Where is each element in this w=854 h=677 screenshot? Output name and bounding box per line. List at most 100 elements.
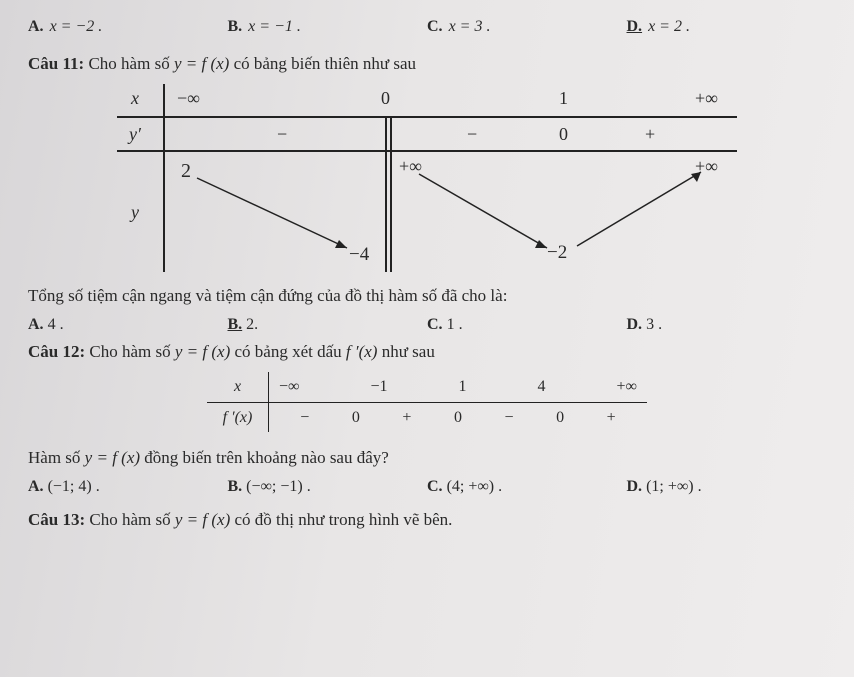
stable-sign: − xyxy=(300,409,309,427)
vtable-x-1: 1 xyxy=(559,88,568,109)
q12-sign-table: x −∞ −1 1 4 +∞ f ′(x) − 0 + 0 − 0 + xyxy=(207,372,647,432)
choice-text: x = 3 . xyxy=(449,18,491,35)
ans-letter: C. xyxy=(427,478,443,495)
choice-letter: C. xyxy=(427,18,443,35)
ans-text: 4 . xyxy=(48,316,64,333)
vtable-double-line-2 xyxy=(390,116,392,272)
ans-letter: C. xyxy=(427,316,443,333)
ans-text: 1 . xyxy=(447,316,463,333)
vtable-y-2: 2 xyxy=(181,160,191,183)
q10-choice-b: B. x = −1 . xyxy=(228,18,428,36)
ans-text: (1; +∞) . xyxy=(646,478,702,495)
vtable-x-posinf: +∞ xyxy=(695,88,718,109)
vtable-sign-1: − xyxy=(277,124,287,145)
choice-text: x = −1 . xyxy=(248,18,301,35)
vtable-arrow-1 xyxy=(195,176,355,259)
ans-text: (4; +∞) . xyxy=(447,478,503,495)
vtable-x-0: 0 xyxy=(381,88,390,109)
q11-ans-c: C.1 . xyxy=(427,316,627,334)
vtable-x-neginf: −∞ xyxy=(177,88,200,109)
q12-ans-b: B.(−∞; −1) . xyxy=(228,478,428,496)
q12-answers: A.(−1; 4) . B.(−∞; −1) . C.(4; +∞) . D.(… xyxy=(28,478,826,496)
q12-prompt: Câu 12: Cho hàm số y = f (x) có bảng xét… xyxy=(28,342,826,362)
q12-q-before: Hàm số xyxy=(28,448,85,467)
q13-label: Câu 13: xyxy=(28,510,85,529)
stable-xval: −∞ xyxy=(279,378,299,396)
vtable-yprime-label: y′ xyxy=(129,124,141,145)
stable-row-x: x −∞ −1 1 4 +∞ xyxy=(207,372,647,402)
ans-letter: B. xyxy=(228,316,243,333)
stable-sign: 0 xyxy=(454,409,462,427)
q13-text-before: Cho hàm số xyxy=(89,510,174,529)
stable-xval: 1 xyxy=(459,378,467,396)
stable-xval: −1 xyxy=(370,378,387,396)
q12-text-end: như sau xyxy=(382,342,435,361)
choice-text: x = 2 . xyxy=(648,18,690,35)
q11-ans-d: D.3 . xyxy=(627,316,827,334)
ans-text: (−∞; −1) . xyxy=(246,478,311,495)
vtable-double-line-1 xyxy=(385,116,387,272)
stable-sign: − xyxy=(505,409,514,427)
vtable-sign-zero: 0 xyxy=(559,124,568,145)
q11-text-before: Cho hàm số xyxy=(88,54,173,73)
q12-formula: y = f (x) xyxy=(175,342,230,361)
q11-variation-table: x −∞ 0 1 +∞ y′ − − 0 + y 2 −4 +∞ −2 +∞ xyxy=(117,84,737,272)
q12-formula2: f ′(x) xyxy=(346,342,378,361)
q12-q-after: đồng biến trên khoảng nào sau đây? xyxy=(144,448,389,467)
stable-xval: 4 xyxy=(538,378,546,396)
stable-x-values: −∞ −1 1 4 +∞ xyxy=(269,378,647,396)
q11-text-after: có bảng biến thiên như sau xyxy=(234,54,416,73)
stable-sign: + xyxy=(607,409,616,427)
stable-signs: − 0 + 0 − 0 + xyxy=(269,409,647,427)
stable-x-label: x xyxy=(207,372,269,402)
q11-prompt: Câu 11: Cho hàm số y = f (x) có bảng biế… xyxy=(28,54,826,74)
ans-letter: D. xyxy=(627,316,643,333)
q13-text-after: có đồ thị như trong hình vẽ bên. xyxy=(235,510,453,529)
stable-fprime-label: f ′(x) xyxy=(207,403,269,432)
q10-choices: A.x = −2 . B. x = −1 . C. x = 3 . D. x = 2 … xyxy=(28,18,826,36)
ans-letter: A. xyxy=(28,316,44,333)
stable-sign: 0 xyxy=(556,409,564,427)
ans-letter: D. xyxy=(627,478,643,495)
q12-text-after: có bảng xét dấu xyxy=(235,342,346,361)
q11-ans-a: A.4 . xyxy=(28,316,228,334)
choice-text: x = −2 . xyxy=(50,18,103,35)
q10-choice-d: D. x = 2 . xyxy=(627,18,827,36)
vtable-col-divider xyxy=(163,84,165,272)
q12-ans-c: C.(4; +∞) . xyxy=(427,478,627,496)
choice-letter: B. xyxy=(228,18,243,35)
q12-ans-a: A.(−1; 4) . xyxy=(28,478,228,496)
stable-sign: + xyxy=(402,409,411,427)
q11-question: Tổng số tiệm cận ngang và tiệm cận đứng … xyxy=(28,286,826,306)
ans-text: 3 . xyxy=(646,316,662,333)
ans-letter: A. xyxy=(28,478,44,495)
q11-label: Câu 11: xyxy=(28,54,84,73)
ans-letter: B. xyxy=(228,478,243,495)
ans-text: (−1; 4) . xyxy=(48,478,100,495)
stable-row-fprime: f ′(x) − 0 + 0 − 0 + xyxy=(207,402,647,432)
vtable-arrow-3 xyxy=(575,168,707,257)
stable-sign: 0 xyxy=(352,409,360,427)
vtable-row-divider-1 xyxy=(117,116,737,118)
vtable-row-divider-2 xyxy=(117,150,737,152)
q11-answers: A.4 . B.2. C.1 . D.3 . xyxy=(28,316,826,334)
q12-label: Câu 12: xyxy=(28,342,85,361)
q11-formula: y = f (x) xyxy=(174,54,229,73)
ans-text: 2. xyxy=(246,316,258,333)
q12-q-formula: y = f (x) xyxy=(85,448,140,467)
q12-ans-d: D.(1; +∞) . xyxy=(627,478,827,496)
q12-question: Hàm số y = f (x) đồng biến trên khoảng n… xyxy=(28,448,826,468)
q11-ans-b: B.2. xyxy=(228,316,428,334)
q13-formula: y = f (x) xyxy=(175,510,230,529)
stable-xval: +∞ xyxy=(617,378,637,396)
choice-letter: D. xyxy=(627,18,643,35)
q10-choice-a: A.x = −2 . xyxy=(28,18,228,36)
q12-text-before: Cho hàm số xyxy=(89,342,174,361)
vtable-arrow-2 xyxy=(417,172,557,259)
q13-prompt: Câu 13: Cho hàm số y = f (x) có đồ thị n… xyxy=(28,510,826,530)
vtable-sign-2: − xyxy=(467,124,477,145)
vtable-sign-3: + xyxy=(645,124,655,145)
vtable-x-label: x xyxy=(131,88,139,109)
q10-choice-c: C. x = 3 . xyxy=(427,18,627,36)
vtable-y-label: y xyxy=(131,202,139,223)
